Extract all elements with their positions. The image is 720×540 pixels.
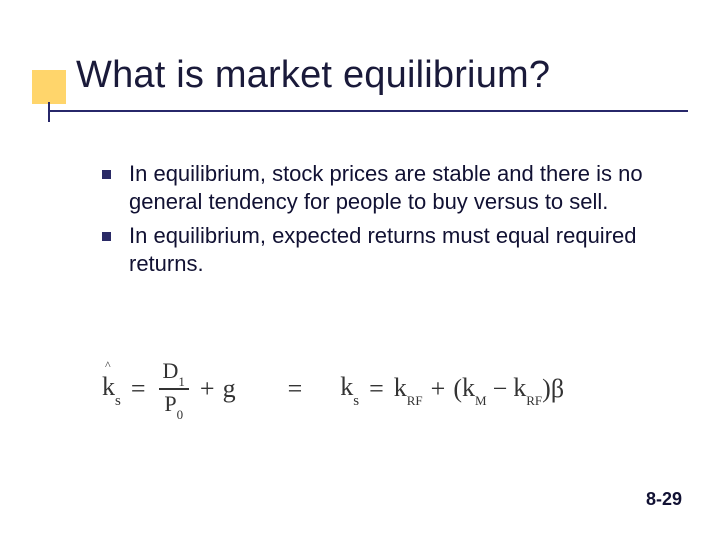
close-paren: ): [542, 374, 551, 404]
fraction-denominator: P0: [160, 393, 187, 418]
var-k: k: [102, 372, 115, 401]
k-s: ks: [340, 372, 359, 406]
bullet-marker-icon: [102, 232, 111, 241]
bullet-item: In equilibrium, expected returns must eq…: [102, 222, 672, 278]
page-title: What is market equilibrium?: [76, 54, 550, 97]
hat-symbol: ^: [105, 358, 111, 373]
equation-row: ^ ks = D1 P0 + g = ks = kRF + ( kM − kRF…: [102, 360, 682, 418]
bullet-text: In equilibrium, stock prices are stable …: [129, 160, 672, 216]
title-tick-line: [48, 102, 50, 122]
equals-sign: =: [131, 374, 146, 404]
open-paren: (: [453, 374, 462, 404]
bullet-item: In equilibrium, stock prices are stable …: [102, 160, 672, 216]
sub-s: s: [115, 393, 121, 409]
plus-sign: +: [200, 374, 215, 404]
minus-sign: −: [493, 374, 508, 404]
fraction: D1 P0: [159, 360, 189, 418]
equals-sign-middle: =: [288, 374, 303, 404]
beta-symbol: β: [551, 374, 564, 404]
equation-left: ^ ks = D1 P0 + g: [102, 360, 236, 418]
title-accent-block: [32, 70, 66, 104]
k-RF-2: kRF: [513, 373, 542, 406]
equals-sign: =: [369, 374, 384, 404]
slide: What is market equilibrium? In equilibri…: [0, 0, 720, 540]
plus-sign: +: [431, 374, 446, 404]
var-g: g: [223, 374, 236, 404]
k-M: kM: [462, 373, 487, 406]
bullet-marker-icon: [102, 170, 111, 179]
k-hat-s: ^ ks: [102, 372, 121, 406]
k-RF: kRF: [394, 373, 423, 406]
bullet-list: In equilibrium, stock prices are stable …: [102, 160, 672, 285]
page-number: 8-29: [646, 489, 682, 510]
bullet-text: In equilibrium, expected returns must eq…: [129, 222, 672, 278]
title-underline: [48, 110, 688, 112]
equation-right: ks = kRF + ( kM − kRF ) β: [340, 372, 564, 406]
fraction-numerator: D1: [159, 360, 189, 385]
